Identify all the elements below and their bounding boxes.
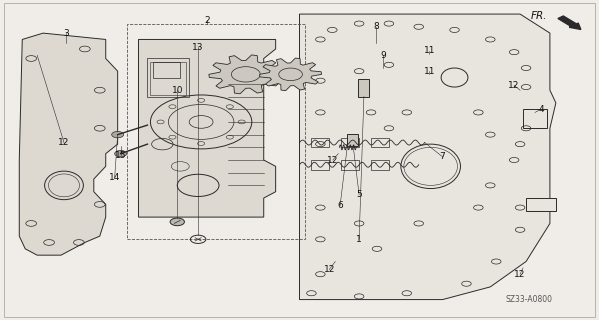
Text: 11: 11: [423, 67, 435, 76]
Text: SZ33-A0800: SZ33-A0800: [505, 295, 552, 304]
Text: 15: 15: [115, 151, 126, 160]
Polygon shape: [209, 55, 283, 94]
Polygon shape: [19, 33, 117, 255]
Bar: [371, 160, 389, 170]
Bar: [150, 62, 186, 95]
FancyArrow shape: [558, 16, 581, 29]
Bar: [311, 160, 329, 170]
Bar: [311, 138, 329, 147]
Text: 12: 12: [515, 270, 526, 279]
Text: 13: 13: [192, 43, 204, 52]
Text: 12: 12: [327, 156, 338, 164]
Text: 12: 12: [323, 265, 335, 274]
Text: 8: 8: [373, 22, 379, 31]
Text: 12: 12: [58, 138, 69, 147]
Bar: [347, 134, 358, 146]
Text: 12: 12: [509, 81, 520, 90]
Text: 1: 1: [356, 235, 362, 244]
Text: 6: 6: [337, 202, 343, 211]
Text: 4: 4: [538, 105, 544, 114]
Bar: [358, 79, 368, 97]
Polygon shape: [526, 198, 556, 211]
Bar: [523, 109, 547, 128]
Text: 7: 7: [440, 152, 446, 161]
Circle shape: [170, 218, 184, 226]
Circle shape: [111, 132, 123, 138]
Polygon shape: [300, 14, 556, 300]
Bar: [341, 160, 359, 170]
Text: 10: 10: [171, 86, 183, 95]
Bar: [153, 62, 180, 77]
Text: 14: 14: [109, 173, 120, 182]
Polygon shape: [259, 58, 322, 91]
Bar: [371, 138, 389, 147]
Text: 3: 3: [63, 28, 69, 38]
Text: FR.: FR.: [531, 11, 547, 21]
Text: 5: 5: [356, 190, 362, 199]
Text: 11: 11: [423, 46, 435, 55]
Polygon shape: [138, 39, 276, 217]
Bar: [341, 138, 359, 147]
Text: 9: 9: [380, 51, 386, 60]
Text: 2: 2: [204, 16, 210, 25]
Circle shape: [114, 150, 126, 157]
Bar: [147, 59, 189, 97]
Bar: [126, 24, 305, 239]
